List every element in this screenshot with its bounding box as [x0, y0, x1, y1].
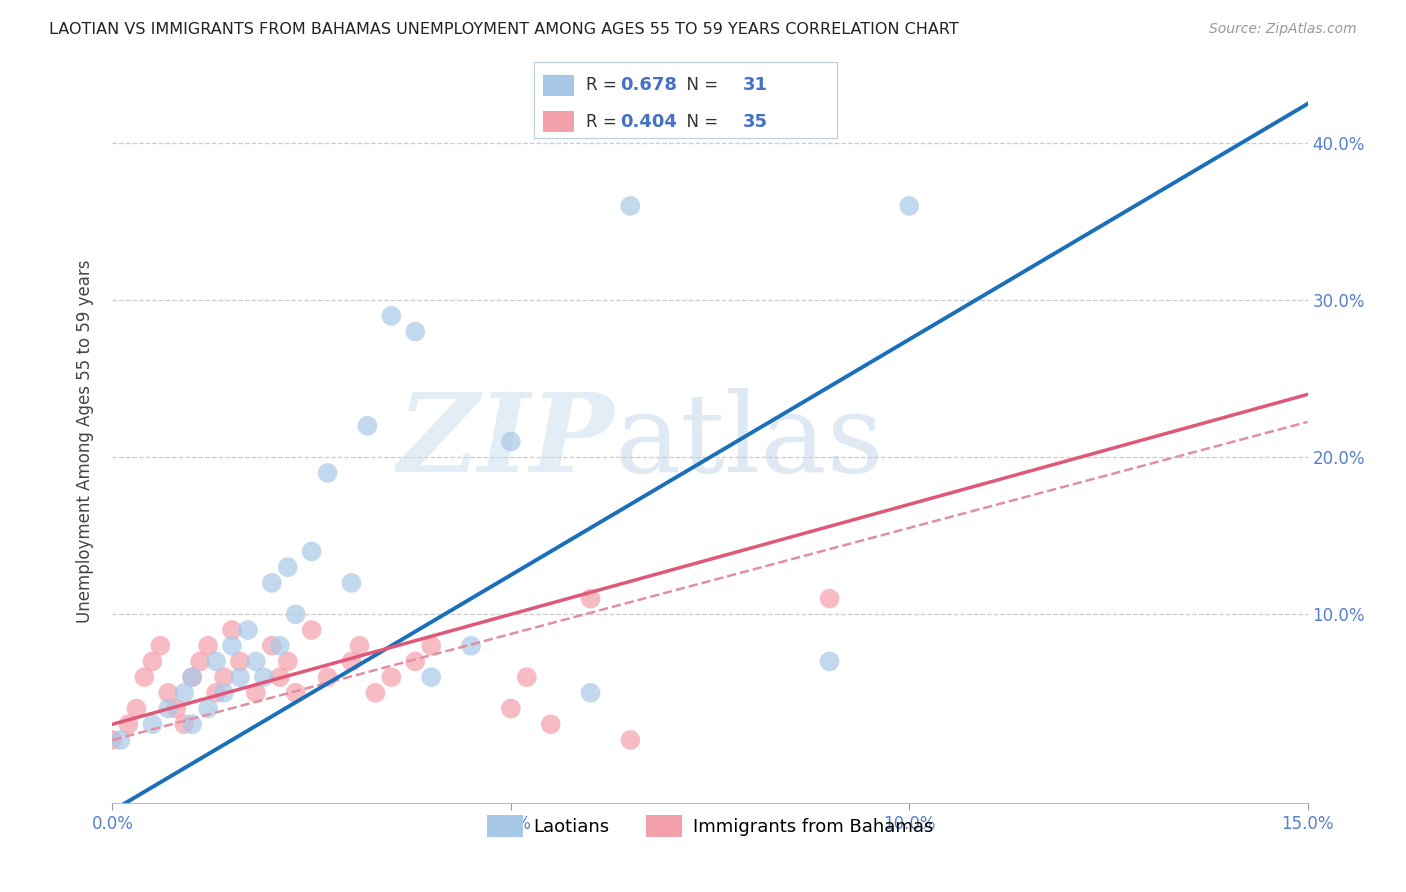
- Text: Source: ZipAtlas.com: Source: ZipAtlas.com: [1209, 22, 1357, 37]
- Point: [316, 466, 339, 480]
- Point: [245, 686, 267, 700]
- Bar: [543, 75, 574, 95]
- Point: [269, 670, 291, 684]
- Point: [420, 639, 443, 653]
- Text: 0.404: 0.404: [620, 112, 678, 130]
- Point: [579, 686, 602, 700]
- Point: [181, 717, 204, 731]
- Point: [173, 717, 195, 731]
- Point: [404, 325, 426, 339]
- Point: [380, 670, 402, 684]
- Point: [110, 733, 132, 747]
- Point: [260, 639, 283, 653]
- Point: [277, 655, 299, 669]
- Point: [818, 655, 841, 669]
- Point: [149, 639, 172, 653]
- Text: ZIP: ZIP: [398, 388, 614, 495]
- Legend: Laotians, Immigrants from Bahamas: Laotians, Immigrants from Bahamas: [479, 808, 941, 845]
- Point: [340, 575, 363, 590]
- Point: [340, 655, 363, 669]
- Text: 35: 35: [742, 112, 768, 130]
- Point: [157, 701, 180, 715]
- Point: [301, 623, 323, 637]
- Point: [404, 655, 426, 669]
- Point: [245, 655, 267, 669]
- Text: LAOTIAN VS IMMIGRANTS FROM BAHAMAS UNEMPLOYMENT AMONG AGES 55 TO 59 YEARS CORREL: LAOTIAN VS IMMIGRANTS FROM BAHAMAS UNEMP…: [49, 22, 959, 37]
- Point: [619, 733, 641, 747]
- Bar: [543, 111, 574, 132]
- Point: [173, 686, 195, 700]
- Point: [205, 686, 228, 700]
- Point: [197, 701, 219, 715]
- Point: [499, 434, 522, 449]
- Point: [516, 670, 538, 684]
- Point: [284, 686, 307, 700]
- Point: [301, 544, 323, 558]
- Point: [165, 701, 187, 715]
- Point: [212, 686, 235, 700]
- Text: 0.678: 0.678: [620, 76, 678, 95]
- Point: [420, 670, 443, 684]
- Text: atlas: atlas: [614, 388, 884, 495]
- Point: [181, 670, 204, 684]
- Point: [356, 418, 378, 433]
- Point: [579, 591, 602, 606]
- Point: [101, 733, 124, 747]
- Point: [205, 655, 228, 669]
- Text: R =: R =: [586, 76, 621, 95]
- Point: [380, 309, 402, 323]
- Point: [197, 639, 219, 653]
- Point: [125, 701, 148, 715]
- Point: [141, 655, 163, 669]
- Point: [277, 560, 299, 574]
- Point: [540, 717, 562, 731]
- Point: [229, 655, 252, 669]
- Text: N =: N =: [676, 76, 724, 95]
- Point: [316, 670, 339, 684]
- Y-axis label: Unemployment Among Ages 55 to 59 years: Unemployment Among Ages 55 to 59 years: [76, 260, 94, 624]
- Text: N =: N =: [676, 112, 724, 130]
- Point: [134, 670, 156, 684]
- Point: [284, 607, 307, 622]
- Point: [157, 686, 180, 700]
- Point: [260, 575, 283, 590]
- Point: [460, 639, 482, 653]
- Point: [818, 591, 841, 606]
- Point: [221, 639, 243, 653]
- Point: [221, 623, 243, 637]
- Text: R =: R =: [586, 112, 621, 130]
- Point: [364, 686, 387, 700]
- Point: [229, 670, 252, 684]
- Point: [212, 670, 235, 684]
- Point: [269, 639, 291, 653]
- Point: [253, 670, 276, 684]
- Point: [188, 655, 211, 669]
- Point: [349, 639, 371, 653]
- Point: [181, 670, 204, 684]
- Point: [141, 717, 163, 731]
- Point: [619, 199, 641, 213]
- Point: [499, 701, 522, 715]
- Point: [117, 717, 139, 731]
- Point: [898, 199, 921, 213]
- Point: [236, 623, 259, 637]
- Text: 31: 31: [742, 76, 768, 95]
